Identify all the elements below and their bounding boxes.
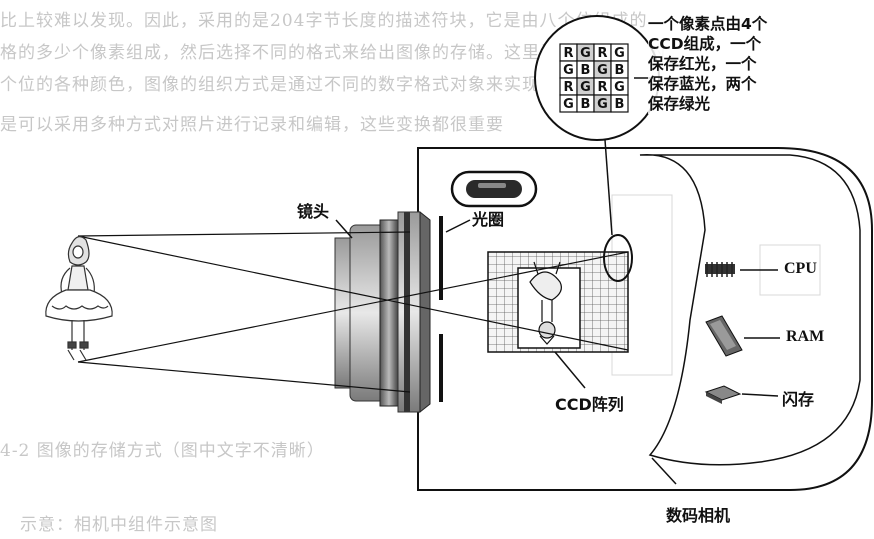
lens-assembly (334, 210, 431, 414)
cpu-label: CPU (784, 260, 817, 277)
bg-text-5: 4-2 图像的存储方式（图中文字不清晰） (0, 441, 325, 461)
bg-text-6: 示意：相机中组件示意图 (20, 515, 218, 535)
pixel-cell-label: B (615, 63, 625, 78)
pixel-cell-label: G (563, 63, 574, 78)
pixel-cell-label: G (614, 46, 625, 61)
ram-label: RAM (786, 328, 825, 345)
magnify-connector-1 (604, 139, 613, 236)
pixel-cell-label: R (597, 80, 607, 95)
callout-line-2: CCD组成，一个 (648, 35, 762, 53)
aperture-label: 光圈 (472, 210, 505, 229)
pixel-cell-label: G (580, 46, 591, 61)
pixel-grid: R G R GG B G BR G R GG B G B (559, 43, 629, 113)
ccd-array-label: CCD阵列 (555, 395, 624, 414)
pixel-cell-label: G (614, 80, 625, 95)
callout-line-1: 一个像素点由4个 (648, 15, 768, 33)
pixel-cell-label: B (581, 63, 591, 78)
person-figure (45, 236, 113, 361)
pixel-cell-label: R (563, 46, 573, 61)
bg-text-4: 是可以采用多种方式对照片进行记录和编辑，这些变换都很重要 (0, 115, 504, 135)
pixel-cell-label: G (580, 80, 591, 95)
camera-inner-panel (639, 154, 861, 466)
callout-line-3: 保存红光，一个 (648, 55, 757, 73)
pixel-cell (610, 94, 629, 113)
bg-text-2: 格的多少个像素组成，然后选择不同的格式来给出图像的存储。这里是关于数据块的 (0, 43, 666, 63)
callout-line-5: 保存绿光 (648, 95, 711, 113)
pixel-cell-label: R (597, 46, 607, 61)
pixel-cell-label: G (597, 97, 608, 112)
callout-line-4: 保存蓝光，两个 (648, 75, 757, 93)
ccd-detail-marker (603, 234, 633, 282)
pixel-cell-label: G (563, 97, 574, 112)
pixel-cell-label: G (597, 63, 608, 78)
cpu-chip (705, 262, 735, 277)
pixel-cell-label: B (581, 97, 591, 112)
bg-text-1: 比上较难以发现。因此，采用的是204字节长度的描述符块，它是由八个位组成的 (0, 11, 648, 31)
pixel-cell-label: R (563, 80, 573, 95)
lens-label: 镜头 (297, 202, 330, 221)
bg-text-3: 个位的各种颜色，图像的组织方式是通过不同的数字格式对象来实现，使得图像可以 (0, 75, 666, 95)
ram-stick (705, 315, 743, 357)
flash-chip (704, 385, 742, 404)
camera-label: 数码相机 (666, 506, 731, 525)
flash-label: 闪存 (782, 390, 815, 409)
light-rays (77, 231, 629, 393)
pixel-callout: 一个像素点由4个 CCD组成，一个 保存红光，一个 保存蓝光，两个 保存绿光 (648, 14, 874, 114)
pixel-cell-label: B (615, 97, 625, 112)
label-pointers (335, 219, 780, 485)
viewfinder-glass (466, 180, 522, 198)
